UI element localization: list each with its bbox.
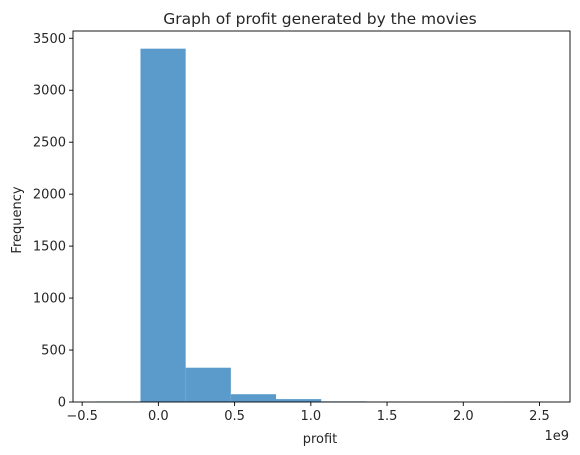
x-tick-label: 1.5 bbox=[377, 409, 398, 424]
y-tick-label: 2000 bbox=[33, 188, 66, 203]
histogram-bar bbox=[276, 399, 322, 402]
plot-frame bbox=[72, 30, 571, 403]
chart-title: Graph of profit generated by the movies bbox=[163, 10, 476, 28]
x-axis-ticks: −0.5 0.0 0.5 1.0 1.5 2.0 2.5 bbox=[66, 402, 550, 424]
x-tick-label: 2.0 bbox=[453, 409, 474, 424]
x-tick-label: 0.0 bbox=[148, 409, 169, 424]
y-axis-ticks: 0 500 1000 1500 2000 2500 3000 3500 bbox=[33, 32, 73, 411]
bars-group bbox=[95, 48, 548, 403]
y-tick-label: 3500 bbox=[33, 32, 66, 47]
y-tick-label: 1500 bbox=[33, 240, 66, 255]
histogram-bar bbox=[230, 394, 277, 402]
y-tick-label: 3000 bbox=[33, 84, 66, 99]
x-axis-label: profit bbox=[303, 432, 338, 447]
x-tick-label: 0.5 bbox=[224, 409, 245, 424]
y-tick-label: 500 bbox=[41, 344, 66, 359]
y-axis-label: Frequency bbox=[10, 186, 25, 253]
x-tick-label: 1.0 bbox=[300, 409, 321, 424]
y-tick-label: 2500 bbox=[33, 136, 66, 151]
x-tick-label: −0.5 bbox=[66, 409, 98, 424]
x-tick-label: 2.5 bbox=[529, 409, 550, 424]
y-tick-label: 1000 bbox=[33, 292, 66, 307]
histogram-bar bbox=[140, 48, 186, 403]
histogram-bar bbox=[185, 367, 231, 402]
x-axis-offset-label: 1e9 bbox=[544, 429, 569, 444]
y-tick-label: 0 bbox=[58, 396, 66, 411]
